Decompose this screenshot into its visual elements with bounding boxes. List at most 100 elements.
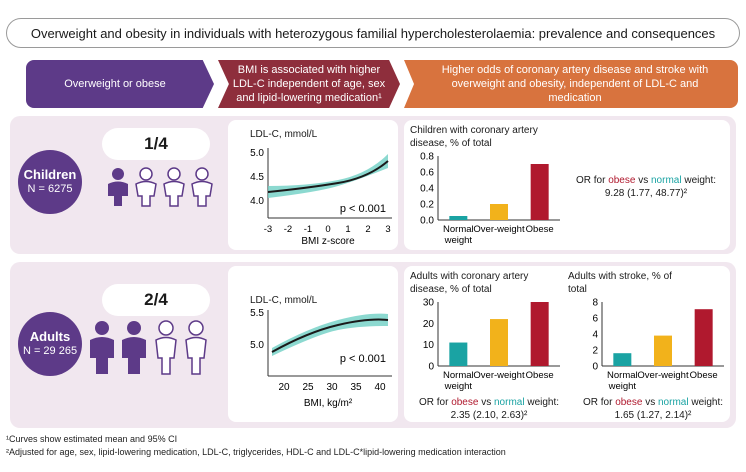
or-prefix: OR for bbox=[582, 397, 616, 408]
category-label: weight bbox=[444, 381, 473, 392]
or-suffix: weight: bbox=[688, 397, 724, 408]
xtick: 1 bbox=[345, 224, 350, 235]
bar bbox=[490, 204, 508, 220]
children-icons bbox=[108, 167, 213, 207]
y-tick-label: 0 bbox=[428, 362, 434, 373]
footnote-2: ²Adjusted for age, sex, lipid-lowering m… bbox=[6, 447, 506, 457]
adults-ldl-ylabel: LDL-C, mmol/L bbox=[250, 295, 318, 306]
adults-p-value: p < 0.001 bbox=[340, 353, 386, 365]
or-normal: normal bbox=[651, 175, 682, 186]
children-circle: Children N = 6275 bbox=[18, 150, 82, 214]
children-ldl-chart: 5.0 4.5 4.0 -3 -2 -1 0 1 2 3 p < 0.001 B… bbox=[250, 148, 392, 246]
adults-stroke-or: OR for obese vs normal weight: 1.65 (1.2… bbox=[570, 396, 736, 422]
adults-icons bbox=[90, 320, 207, 375]
y-tick-label: 2 bbox=[592, 346, 598, 357]
bar bbox=[530, 164, 549, 220]
or-vs: vs bbox=[478, 397, 494, 408]
xtick: -2 bbox=[284, 224, 292, 235]
bar bbox=[654, 335, 672, 366]
or-normal: normal bbox=[658, 397, 689, 408]
or-vs: vs bbox=[642, 397, 658, 408]
adults-cad-title: Adults with coronary artery disease, % o… bbox=[410, 271, 529, 295]
y-tick-label: 0.2 bbox=[420, 200, 434, 211]
xtick: 35 bbox=[350, 382, 362, 393]
ytick: 5.0 bbox=[250, 340, 264, 351]
children-label: Children bbox=[23, 167, 77, 182]
page-title: Overweight and obesity in individuals wi… bbox=[6, 18, 740, 48]
ytick: 5.5 bbox=[250, 308, 264, 319]
xtick: -3 bbox=[264, 224, 272, 235]
or-prefix: OR for bbox=[575, 175, 609, 186]
xtick: 0 bbox=[325, 224, 330, 235]
or-normal: normal bbox=[494, 397, 525, 408]
category-label: weight bbox=[608, 381, 637, 392]
y-tick-label: 30 bbox=[423, 298, 435, 309]
or-suffix: weight: bbox=[524, 397, 560, 408]
bar bbox=[694, 309, 713, 366]
category-label: Obese bbox=[526, 224, 554, 235]
or-prefix: OR for bbox=[418, 397, 452, 408]
ytick: 4.5 bbox=[250, 172, 264, 183]
or-obese: obese bbox=[451, 397, 479, 408]
adults-ci-band bbox=[272, 313, 388, 356]
adults-fraction: 2/4 bbox=[102, 284, 210, 316]
children-xlabel: BMI z-score bbox=[301, 236, 355, 246]
y-tick-label: 0 bbox=[592, 362, 598, 373]
children-ci-band bbox=[268, 154, 388, 198]
children-or-value: 9.28 (1.77, 48.77)² bbox=[604, 188, 688, 199]
category-label: Normal bbox=[607, 370, 638, 381]
or-vs: vs bbox=[635, 175, 651, 186]
children-cad-title: Children with coronary artery disease, %… bbox=[410, 125, 538, 149]
adults-n: N = 29 265 bbox=[22, 345, 78, 357]
category-label: weight bbox=[444, 235, 473, 246]
adults-label: Adults bbox=[29, 329, 71, 344]
category-label: Obese bbox=[690, 370, 718, 381]
xtick: -1 bbox=[304, 224, 312, 235]
bar bbox=[449, 342, 468, 366]
bar bbox=[613, 353, 632, 366]
category-label: Over-weight bbox=[473, 370, 525, 381]
category-label: Over-weight bbox=[473, 224, 525, 235]
bar bbox=[449, 216, 468, 220]
category-label: Normal bbox=[443, 370, 474, 381]
xtick: 25 bbox=[302, 382, 314, 393]
category-label: Obese bbox=[526, 370, 554, 381]
children-cad-panel bbox=[404, 120, 730, 250]
or-obese: obese bbox=[608, 175, 636, 186]
xtick: 2 bbox=[365, 224, 370, 235]
adults-stroke-title: Adults with stroke, % of total bbox=[568, 271, 672, 295]
y-tick-label: 0.6 bbox=[420, 168, 434, 179]
adults-cad-or-value: 2.35 (2.10, 2.63)² bbox=[450, 410, 528, 421]
adults-circle: Adults N = 29 265 bbox=[18, 312, 82, 376]
y-tick-label: 6 bbox=[592, 314, 598, 325]
children-ldl-ylabel: LDL-C, mmol/L bbox=[250, 129, 318, 140]
or-suffix: weight: bbox=[681, 175, 717, 186]
category-label: Normal bbox=[443, 224, 474, 235]
adults-ldl-chart: 5.5 5.0 20 25 30 35 40 p < 0.001 BMI, kg… bbox=[250, 308, 392, 409]
y-tick-label: 0.4 bbox=[420, 184, 434, 195]
adults-xlabel: BMI, kg/m² bbox=[304, 398, 353, 409]
y-tick-label: 4 bbox=[592, 330, 598, 341]
xtick: 40 bbox=[374, 382, 386, 393]
y-tick-label: 8 bbox=[592, 298, 598, 309]
children-p-value: p < 0.001 bbox=[340, 203, 386, 215]
header-bmi-ldl: BMI is associated with higher LDL-C inde… bbox=[218, 60, 400, 108]
y-tick-label: 0.0 bbox=[420, 216, 434, 227]
adults-curve bbox=[271, 318, 389, 353]
children-curve bbox=[267, 160, 389, 193]
bar bbox=[490, 319, 508, 366]
child-icon-filled bbox=[108, 168, 128, 206]
children-n: N = 6275 bbox=[27, 183, 73, 195]
xtick: 3 bbox=[385, 224, 390, 235]
y-tick-label: 10 bbox=[423, 340, 435, 351]
bar bbox=[530, 302, 549, 366]
adults-cad-or: OR for obese vs normal weight: 2.35 (2.1… bbox=[406, 396, 572, 422]
xtick: 20 bbox=[278, 382, 290, 393]
header-odds: Higher odds of coronary artery disease a… bbox=[404, 60, 738, 108]
adult-icon-outline bbox=[155, 320, 207, 375]
y-tick-label: 20 bbox=[423, 319, 435, 330]
adults-ldl-panel bbox=[228, 266, 398, 422]
